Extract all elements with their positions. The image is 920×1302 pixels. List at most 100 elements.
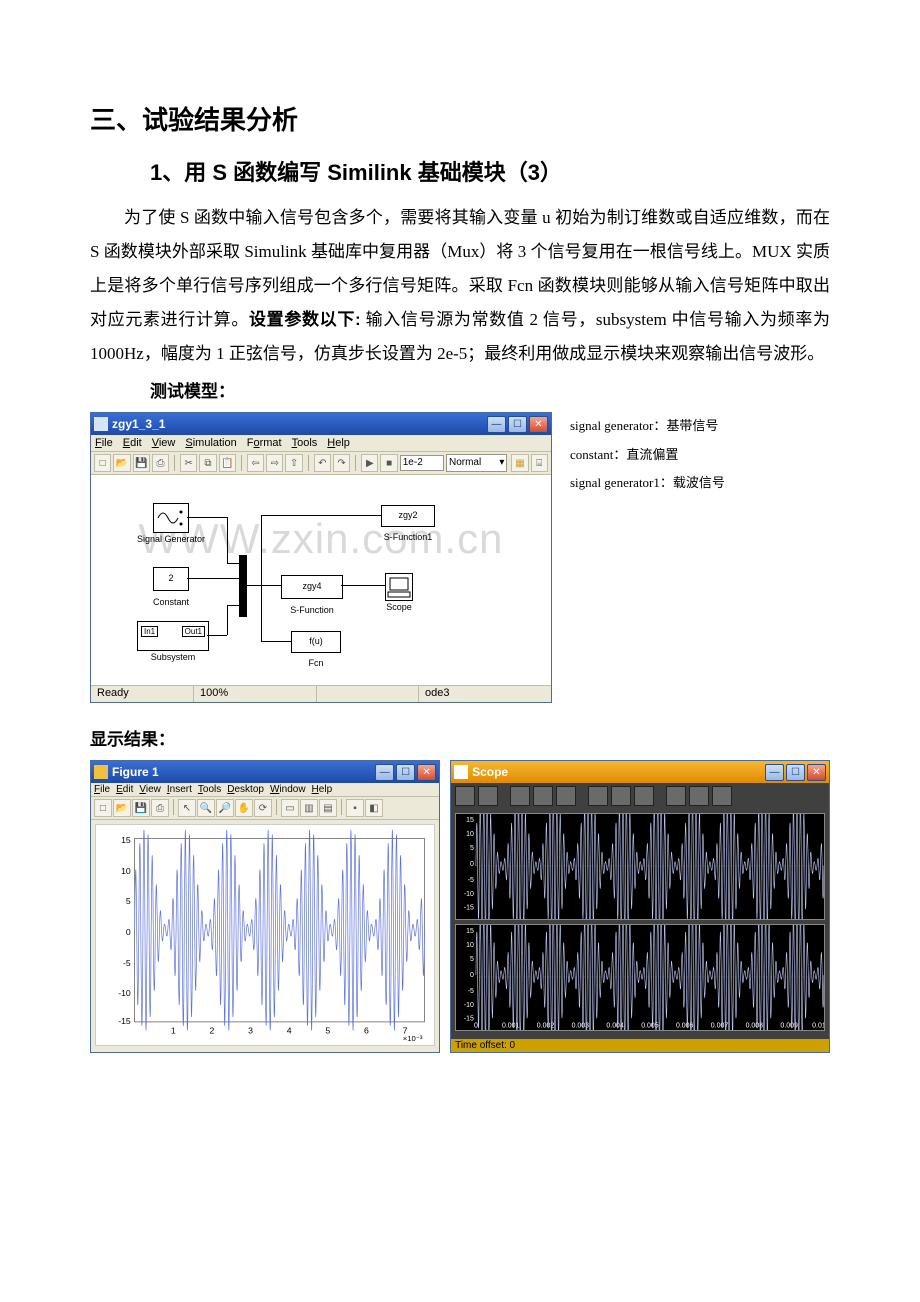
scope-autoscale-icon[interactable]: [588, 786, 608, 806]
close-button[interactable]: ✕: [529, 416, 548, 433]
block-fcn[interactable]: f(u) Fcn: [291, 631, 341, 653]
menu-edit[interactable]: Edit: [123, 437, 142, 449]
fig-close-button[interactable]: ✕: [417, 764, 436, 781]
minimize-button[interactable]: —: [487, 416, 506, 433]
figure-title: Figure 1: [112, 765, 375, 779]
fig-dock-icon[interactable]: ◧: [365, 799, 383, 817]
scope-zoomy-icon[interactable]: [556, 786, 576, 806]
fig-min-button[interactable]: —: [375, 764, 394, 781]
lib-icon[interactable]: ▦: [511, 454, 528, 472]
annot-1: signal generator：基带信号: [570, 412, 725, 441]
fig-datacursor-icon[interactable]: ▭: [281, 799, 299, 817]
block-mux[interactable]: [239, 555, 247, 617]
scope-print-icon[interactable]: [455, 786, 475, 806]
scope-min-button[interactable]: —: [765, 764, 784, 781]
scope-max-button[interactable]: ☐: [786, 764, 805, 781]
new-icon[interactable]: □: [94, 454, 111, 472]
fig-menu-edit[interactable]: Edit: [116, 784, 133, 795]
fig-menu-view[interactable]: View: [139, 784, 161, 795]
menu-help[interactable]: Help: [327, 437, 350, 449]
fig-pointer-icon[interactable]: ↖: [178, 799, 196, 817]
up-icon[interactable]: ⇧: [285, 454, 302, 472]
svg-text:0: 0: [126, 927, 131, 937]
scope-close-button[interactable]: ✕: [807, 764, 826, 781]
scope-window: Scope — ☐ ✕: [450, 760, 830, 1053]
block-signal-generator[interactable]: Signal Generator: [153, 503, 189, 533]
svg-text:-10: -10: [118, 988, 131, 998]
fig-menu-help[interactable]: Help: [312, 784, 333, 795]
menu-view[interactable]: View: [152, 437, 176, 449]
status-bar: Ready 100% ode3: [91, 685, 551, 702]
save-icon[interactable]: 💾: [133, 454, 150, 472]
back-icon[interactable]: ⇦: [247, 454, 264, 472]
svg-text:-15: -15: [464, 1016, 474, 1023]
matlab-icon: [94, 765, 108, 779]
fig-new-icon[interactable]: □: [94, 799, 112, 817]
scope-axes-2[interactable]: 15105 0-5-10-15 00.0010.002 0.0030.0040.…: [455, 924, 825, 1031]
svg-text:5: 5: [325, 1026, 330, 1036]
play-icon[interactable]: ▶: [361, 454, 378, 472]
fwd-icon[interactable]: ⇨: [266, 454, 283, 472]
maximize-button[interactable]: ☐: [508, 416, 527, 433]
figure-plot-svg: 1510 50 -5-10 -15 12 34 56 7 ×10⁻³: [96, 825, 434, 1045]
scope-params-icon[interactable]: [478, 786, 498, 806]
fig-menu-tools[interactable]: Tools: [198, 784, 221, 795]
fig-menu-file[interactable]: File: [94, 784, 110, 795]
subsection-heading: 1、用 S 函数编写 Similink 基础模块（3）: [150, 155, 830, 187]
menu-file[interactable]: File: [95, 437, 113, 449]
stop-time-input[interactable]: 1e-2: [400, 455, 444, 471]
scope-restore-icon[interactable]: [634, 786, 654, 806]
block-subsystem[interactable]: In1 Out1 Subsystem: [137, 621, 209, 651]
svg-text:-10: -10: [464, 1002, 474, 1009]
menu-tools[interactable]: Tools: [292, 437, 318, 449]
fig-zoomin-icon[interactable]: 🔍: [197, 799, 215, 817]
model-canvas[interactable]: WWW.zxin.com.cn Signal Generator 2 Const…: [91, 475, 551, 685]
fig-legend-icon[interactable]: ▤: [319, 799, 337, 817]
scope-select-icon[interactable]: [712, 786, 732, 806]
cut-icon[interactable]: ✂: [180, 454, 197, 472]
block-constant[interactable]: 2 Constant: [153, 567, 189, 591]
figure-axes[interactable]: 1510 50 -5-10 -15 12 34 56 7 ×10⁻³: [95, 824, 435, 1046]
scope-float-icon[interactable]: [666, 786, 686, 806]
sfunc-top-label: S-Function1: [384, 528, 433, 546]
section-heading: 三、试验结果分析: [90, 100, 830, 137]
fig-pan-icon[interactable]: ✋: [235, 799, 253, 817]
fig-menu-insert[interactable]: Insert: [167, 784, 192, 795]
scope-axes-1[interactable]: 15105 0-5-10-15: [455, 813, 825, 920]
block-siggen-label: Signal Generator: [137, 534, 205, 544]
block-sfunction1[interactable]: zgy2 S-Function1: [381, 505, 435, 527]
fig-colorbar-icon[interactable]: ▥: [300, 799, 318, 817]
undo-icon[interactable]: ↶: [314, 454, 331, 472]
redo-icon[interactable]: ↷: [333, 454, 350, 472]
open-icon[interactable]: 📂: [113, 454, 130, 472]
svg-text:5: 5: [126, 896, 131, 906]
simulink-icon: [94, 417, 108, 431]
sfunc-main-name: zgy4: [302, 581, 321, 591]
fig-save-icon[interactable]: 💾: [132, 799, 150, 817]
menu-simulation[interactable]: Simulation: [185, 437, 236, 449]
fig-menu-desktop[interactable]: Desktop: [227, 784, 264, 795]
block-scope[interactable]: Scope: [385, 573, 413, 601]
fig-print-icon[interactable]: ⎙: [151, 799, 169, 817]
scope-lock-icon[interactable]: [689, 786, 709, 806]
scope-zoom-icon[interactable]: [510, 786, 530, 806]
stop-icon[interactable]: ■: [380, 454, 397, 472]
fig-open-icon[interactable]: 📂: [113, 799, 131, 817]
scope-zoomx-icon[interactable]: [533, 786, 553, 806]
menu-format[interactable]: Format: [247, 437, 282, 449]
fig-hide-icon[interactable]: ▪: [346, 799, 364, 817]
scope-save-icon[interactable]: [611, 786, 631, 806]
model-explorer-icon[interactable]: ⌸: [531, 454, 548, 472]
fig-rotate-icon[interactable]: ⟳: [254, 799, 272, 817]
mode-select[interactable]: Normal▾: [446, 454, 507, 472]
paste-icon[interactable]: 📋: [219, 454, 236, 472]
fig-max-button[interactable]: ☐: [396, 764, 415, 781]
print-icon[interactable]: ⎙: [152, 454, 169, 472]
copy-icon[interactable]: ⧉: [199, 454, 216, 472]
svg-text:-5: -5: [468, 877, 474, 884]
scope-toolbar: [451, 783, 829, 809]
fig-menu-window[interactable]: Window: [270, 784, 306, 795]
fig-zoomout-icon[interactable]: 🔎: [216, 799, 234, 817]
svg-text:2: 2: [209, 1026, 214, 1036]
block-sfunction-main[interactable]: zgy4 S-Function: [281, 575, 343, 599]
